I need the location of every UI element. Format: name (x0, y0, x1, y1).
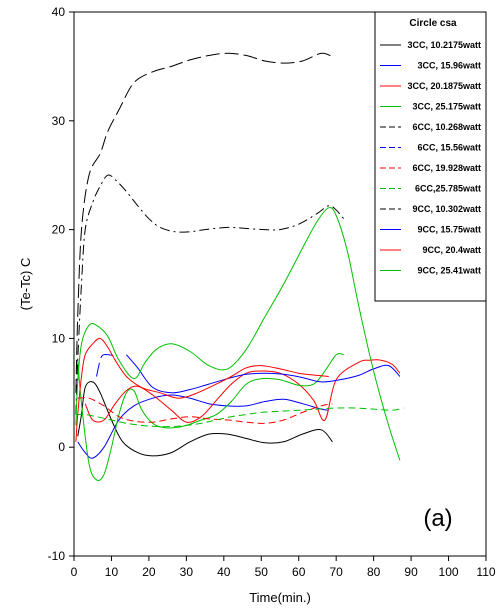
x-tick-label: 0 (71, 565, 78, 579)
legend-title: Circle csa (409, 18, 457, 29)
y-tick-label: 30 (52, 114, 66, 128)
legend-entry-label: 6CC, 10.268watt (412, 122, 481, 132)
y-tick-label: 40 (52, 5, 66, 19)
legend-entry-label: 9CC, 15.75watt (417, 225, 481, 235)
series-line-6cc-19-928watt (77, 397, 333, 424)
x-tick-label: 10 (105, 565, 119, 579)
series-line-6cc-10-268watt (75, 52, 333, 393)
series-line-3cc-15-96watt (77, 394, 329, 459)
series-line-6cc-15-56watt (96, 354, 116, 377)
x-tick-label: 110 (476, 565, 495, 579)
x-tick-label: 60 (292, 565, 306, 579)
x-tick-label: 20 (142, 565, 156, 579)
series-line-3cc-20-1875watt (84, 359, 401, 423)
axes: 0 10 20 30 40 50 60 70 80 90 100 110 -10 0 10 20 30 40 (48, 5, 496, 579)
x-tick-label: 40 (217, 565, 231, 579)
series-line-3cc-25-175watt (77, 353, 344, 482)
series-line-9cc-20-4watt (75, 337, 329, 442)
x-tick-label: 80 (367, 565, 381, 579)
legend-entry-label: 6CC,25.785watt (415, 184, 481, 194)
legend-entry-label: 3CC, 25.175watt (412, 102, 481, 112)
y-tick-label: 20 (52, 223, 66, 237)
legend-entry-label: 3CC, 10.2175watt (407, 40, 481, 50)
legend-box (374, 11, 487, 302)
x-tick-label: 70 (330, 565, 344, 579)
x-tick-label: 100 (439, 565, 459, 579)
legend-entry-label: 9CC, 25.41watt (417, 266, 481, 276)
legend-entry-label: 6CC, 15.56watt (417, 143, 481, 153)
y-tick-label: 10 (52, 331, 66, 345)
legend-entry-label: 9CC, 20.4watt (422, 245, 481, 255)
series-line-3cc-10-2175watt (77, 381, 333, 457)
y-tick-label: -10 (48, 549, 66, 563)
series-line-9cc-15-75watt (126, 354, 401, 394)
legend: Circle csa 3CC, 10.2175watt 3CC, 15.96wat… (374, 11, 487, 302)
legend-entry-label: 3CC, 20.1875watt (407, 81, 481, 91)
series-line-6cc-25-785watt (75, 407, 404, 428)
panel-label: (a) (423, 505, 452, 532)
x-tick-label: 30 (180, 565, 194, 579)
series-line-9cc-10-302watt (75, 174, 345, 415)
x-axis-label: Time(min.) (249, 590, 311, 605)
y-axis-label: (Te-Tc) C (18, 258, 33, 311)
x-tick-label: 50 (255, 565, 269, 579)
legend-entry-label: 9CC, 10.302watt (412, 204, 481, 214)
y-tick-label: 0 (58, 440, 65, 454)
legend-entry-label: 6CC, 19.928watt (412, 163, 481, 173)
series-line-9cc-25-41watt (75, 207, 401, 461)
series-lines (75, 52, 404, 482)
legend-entry-label: 3CC, 15.96watt (417, 61, 481, 71)
x-tick-label: 90 (404, 565, 418, 579)
